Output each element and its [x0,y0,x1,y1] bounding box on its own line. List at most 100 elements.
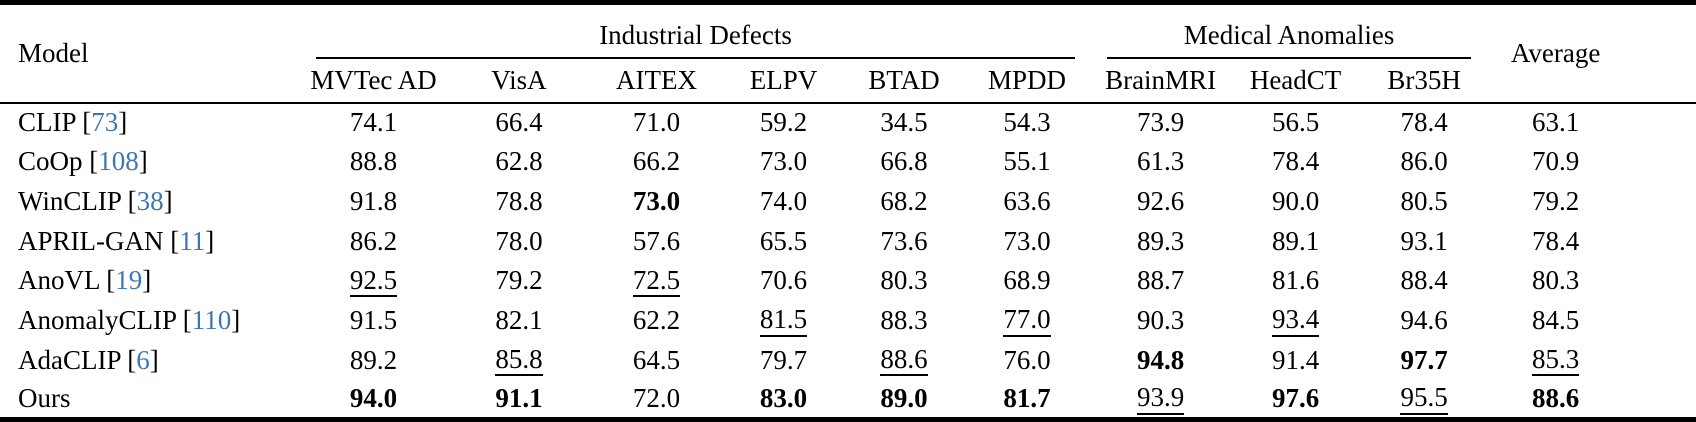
value: 59.2 [759,107,808,138]
value: 93.1 [1400,225,1448,256]
second-best-value: 88.6 [880,345,928,377]
value: 79.2 [1531,186,1580,217]
value-cell: 57.6 [591,221,722,261]
value-cell: 76.0 [963,340,1091,380]
value-cell: 88.6 [845,340,963,380]
model-cell: WinCLIP [38] [18,186,173,217]
best-value: 81.7 [1003,382,1051,413]
value: 80.3 [1531,265,1580,296]
best-value: 91.1 [495,382,543,413]
citation-link[interactable]: 19 [115,265,143,296]
best-value: 83.0 [759,382,808,413]
table-row-coop: CoOp [108] 88.8 62.8 66.2 73.0 66.8 55.1 61.3 78… [0,142,1696,182]
column-header-mpdd: MPDD [963,58,1092,104]
value: 78.4 [1400,107,1448,138]
citation-link[interactable]: 108 [98,146,139,177]
citation-link[interactable]: 11 [179,225,206,256]
column-header-average: Average [1487,2,1696,104]
model-cell: Ours [0,380,300,420]
citation-link[interactable]: 110 [191,304,232,335]
best-value: 89.0 [880,382,928,413]
value-cell: 74.1 [300,103,447,143]
citation-link[interactable]: 6 [136,344,150,375]
value-cell: 74.0 [722,182,845,222]
column-header-model: Model [0,2,300,104]
citation-link[interactable]: 38 [136,186,164,217]
value: 91.8 [349,186,398,217]
value-cell: 73.0 [722,142,845,182]
model-cell: APRIL-GAN [11] [18,225,215,256]
value: 72.0 [632,382,681,413]
value-cell: 85.8 [447,340,591,380]
model-name: WinCLIP [18,186,121,217]
value: 74.1 [349,107,398,138]
value-cell: 94.6 [1361,301,1487,341]
model-cell: AdaCLIP [6] [18,344,159,375]
value-cell: 93.1 [1361,221,1487,261]
column-header-visa: VisA [447,58,591,104]
value-cell: 93.4 [1230,301,1361,341]
value-cell: 62.2 [591,301,722,341]
column-header-headct: HeadCT [1230,58,1362,104]
value-cell: 79.7 [722,340,845,380]
value-cell: 90.0 [1230,182,1361,222]
value-cell: 86.2 [300,221,447,261]
value-cell: 54.3 [963,103,1091,143]
model-cell: CLIP [73] [18,107,128,138]
value: 78.8 [495,186,543,217]
value: 90.0 [1271,186,1320,217]
model-name: AdaCLIP [18,344,121,375]
value: 57.6 [632,225,681,256]
value: 73.6 [880,225,928,256]
second-best-value: 93.9 [1136,383,1185,415]
value: 61.3 [1136,146,1185,177]
second-best-value: 95.5 [1400,383,1448,415]
value-cell: 81.5 [722,301,845,341]
value: 89.1 [1271,225,1320,256]
column-header-elpv: ELPV [722,58,845,104]
value-cell: 97.6 [1230,380,1361,420]
value-cell: 79.2 [1487,182,1696,222]
value-cell: 92.5 [300,261,447,301]
value-cell: 81.6 [1230,261,1361,301]
value: 73.0 [759,146,808,177]
table-row-adaclip: AdaCLIP [6] 89.2 85.8 64.5 79.7 88.6 76.0 94.8 9… [0,340,1696,380]
value: 84.5 [1531,304,1580,335]
value-cell: 66.8 [845,142,963,182]
value-cell: 92.6 [1091,182,1230,222]
value: 78.4 [1271,146,1320,177]
value-cell: 68.2 [845,182,963,222]
value-cell: 78.4 [1361,103,1487,143]
best-value: 88.6 [1531,382,1580,413]
table-row-ours: Ours 94.0 91.1 72.0 83.0 89.0 81.7 93.9 97.6 95.5… [0,380,1696,420]
second-best-value: 92.5 [349,265,398,297]
group-header-industrial-defects-label: Industrial Defects [316,20,1076,59]
value-cell: 70.9 [1487,142,1696,182]
citation-link[interactable]: 73 [91,107,119,138]
second-best-value: 85.3 [1531,345,1580,377]
value-cell: 89.0 [845,380,963,420]
model-name: AnomalyCLIP [18,304,176,335]
value-cell: 91.1 [447,380,591,420]
value-cell: 80.3 [1487,261,1696,301]
value-cell: 84.5 [1487,301,1696,341]
value: 82.1 [495,304,543,335]
value: 89.2 [349,344,398,375]
value: 68.9 [1003,265,1051,296]
results-table-body: CLIP [73] 74.1 66.4 71.0 59.2 34.5 54.3 73.9 56.… [0,103,1696,420]
value: 80.5 [1400,186,1448,217]
best-value: 97.7 [1400,344,1448,375]
value: 71.0 [632,107,681,138]
value-cell: 72.0 [591,380,722,420]
best-value: 97.6 [1271,382,1320,413]
value: 34.5 [880,107,928,138]
value: 92.6 [1136,186,1185,217]
value: 74.0 [759,186,808,217]
value-cell: 62.8 [447,142,591,182]
column-header-btad: BTAD [845,58,963,104]
value-cell: 71.0 [591,103,722,143]
value: 62.8 [495,146,543,177]
best-value: 94.8 [1136,344,1185,375]
value: 62.2 [632,304,681,335]
